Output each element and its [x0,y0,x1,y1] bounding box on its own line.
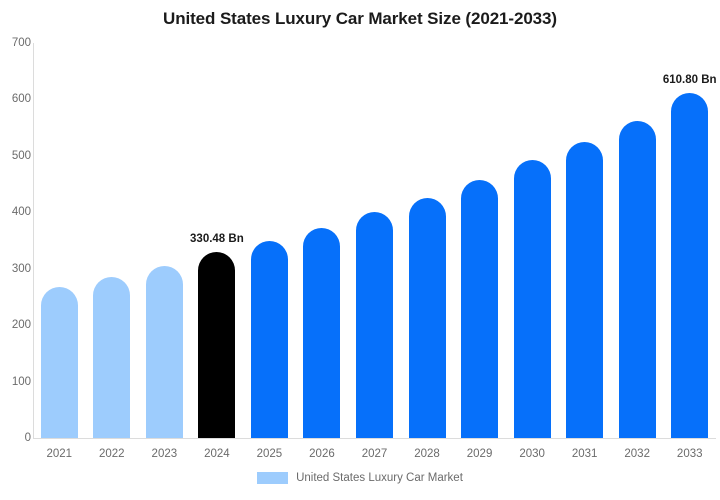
x-axis-tick-label: 2023 [151,448,178,460]
data-label-2033: 610.80 Bn [662,74,717,87]
bar-2025[interactable] [250,240,288,438]
bar-2033[interactable] [671,93,709,438]
y-axis-ticks: 0 100 200 300 400 500 600 700 [0,0,31,500]
y-axis-tick-label: 100 [11,375,31,388]
x-axis-tick-label: 2026 [309,448,335,460]
x-axis-tick-label: 2025 [256,448,283,460]
y-axis-tick-label: 200 [11,319,31,332]
bar-2029[interactable] [461,179,499,438]
chart-title: United States Luxury Car Market Size (20… [163,9,557,28]
x-axis-tick-label: 2027 [361,448,388,460]
chart-legend: United States Luxury Car Market [0,472,720,484]
x-axis-tick-label: 2028 [414,448,440,460]
x-axis-tick-label: 2022 [99,448,125,460]
y-axis-tick-label: 600 [11,93,31,106]
x-axis-tick-label: 2031 [571,448,598,460]
x-axis-tick-label: 2030 [519,448,545,460]
x-axis-tick-label: 2024 [204,448,230,460]
bar-2028[interactable] [408,197,446,438]
y-axis-line [33,43,34,439]
x-axis-line [33,438,716,439]
legend-swatch [257,472,289,484]
bar-2030[interactable] [513,160,551,438]
x-axis-tick-label: 2032 [624,448,650,460]
y-axis-tick-label: 0 [24,432,31,444]
x-axis-tick-label: 2029 [466,448,493,460]
bar-2024[interactable] [198,251,236,438]
legend-label: United States Luxury Car Market [296,472,463,484]
bar-2022[interactable] [93,277,131,438]
y-axis-tick-label: 500 [11,149,31,162]
x-axis-tick-label: 2033 [676,448,703,460]
bar-2021[interactable] [40,287,78,438]
bar-2023[interactable] [145,265,183,438]
data-label-2024: 330.48 Bn [190,232,244,245]
bar-2032[interactable] [618,120,656,438]
x-axis-tick-label: 2021 [46,448,73,460]
y-axis-tick-label: 300 [11,262,31,275]
bar-2026[interactable] [303,228,341,438]
bar-2027[interactable] [356,212,393,438]
bar-2031[interactable] [566,142,604,438]
y-axis-tick-label: 700 [11,37,31,49]
y-axis-tick-label: 400 [11,206,31,219]
